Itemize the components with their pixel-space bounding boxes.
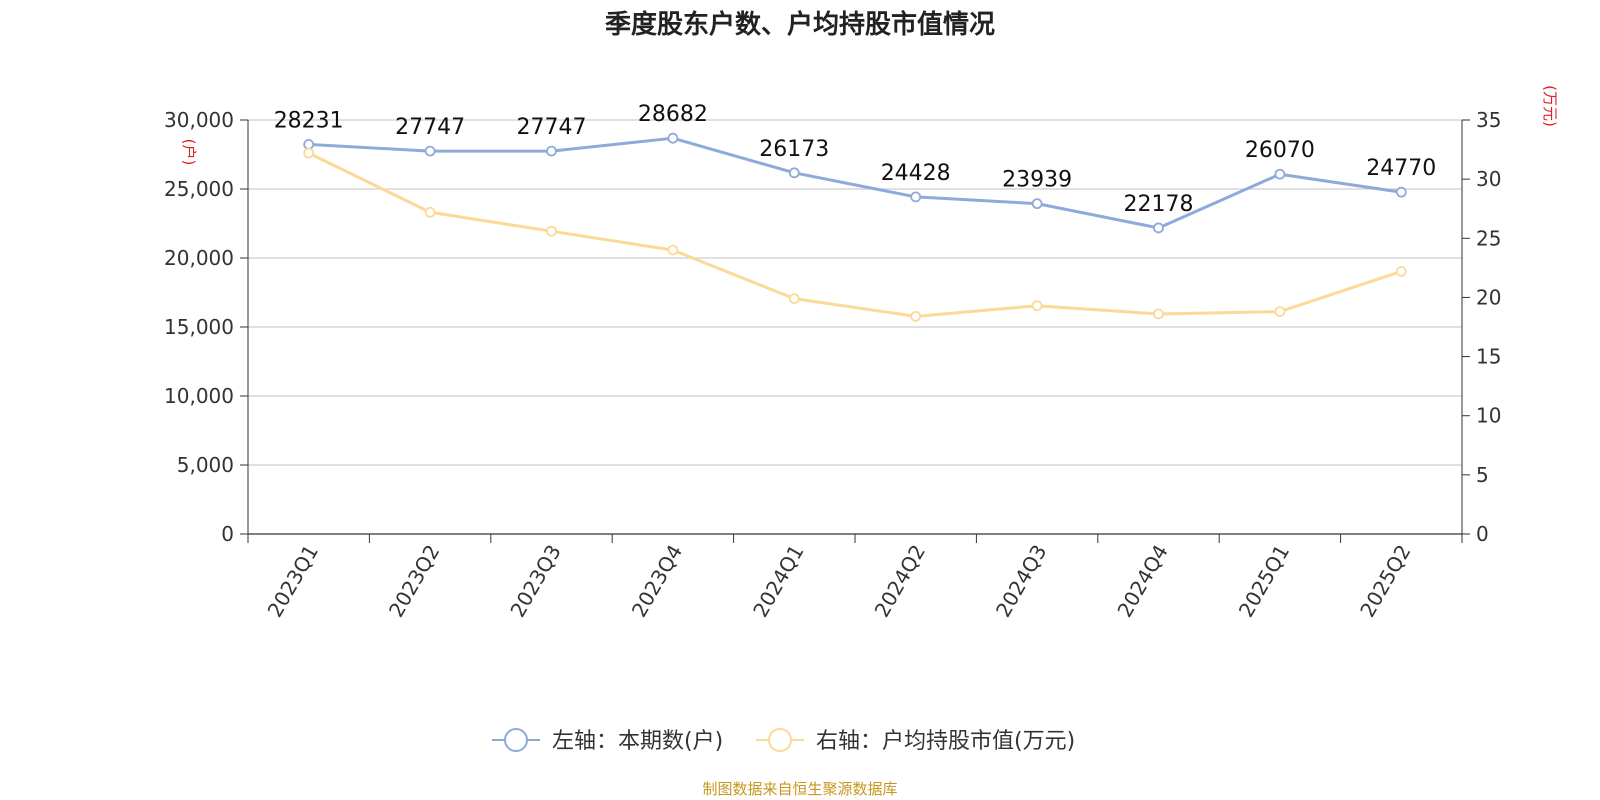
x-tick-label: 2024Q4: [1112, 541, 1172, 622]
right-axis-unit: (万元): [1541, 85, 1559, 127]
data-label: 23939: [1002, 168, 1072, 193]
left-axis-unit: (户): [180, 139, 198, 166]
x-tick-label: 2023Q4: [627, 541, 687, 622]
series-lines: [303, 132, 1407, 322]
series-1-point[interactable]: [303, 147, 315, 159]
data-label: 28682: [638, 102, 708, 127]
series-1-point[interactable]: [424, 206, 436, 218]
x-tick-label: 2023Q3: [505, 541, 565, 622]
series-line-1: [308, 151, 1402, 318]
series-0-point[interactable]: [667, 132, 679, 144]
x-tick-label: 2023Q1: [263, 541, 323, 622]
series-1-point[interactable]: [788, 293, 800, 305]
series-1-point[interactable]: [1274, 306, 1286, 318]
data-label: 28231: [274, 108, 344, 133]
series-1-point[interactable]: [667, 244, 679, 256]
series-line-0: [308, 136, 1402, 230]
legend-item-left-series[interactable]: 左轴：本期数(户): [492, 728, 723, 754]
data-label: 27747: [395, 115, 465, 140]
data-label: 24428: [881, 161, 951, 186]
right-tick-label: 0: [1476, 522, 1489, 546]
series-1-point[interactable]: [1395, 266, 1407, 277]
left-tick-label: 25,000: [164, 177, 234, 201]
series-1-point[interactable]: [546, 225, 557, 237]
data-label: 26070: [1245, 138, 1315, 163]
left-tick-label: 20,000: [164, 246, 234, 270]
left-tick-label: 5,000: [177, 453, 234, 477]
right-tick-label: 30: [1476, 167, 1501, 191]
x-tick-label: 2025Q2: [1355, 541, 1415, 622]
data-label: 22178: [1124, 192, 1194, 217]
series-0-point[interactable]: [1395, 186, 1407, 198]
series-0-point[interactable]: [546, 145, 557, 157]
left-tick-label: 10,000: [164, 384, 234, 408]
series-0-point[interactable]: [1031, 198, 1043, 210]
right-tick-label: 25: [1476, 226, 1501, 250]
grid-lines: [248, 119, 1462, 466]
x-tick-label: 2024Q2: [870, 541, 930, 622]
x-tick-label: 2024Q1: [748, 541, 808, 622]
data-source-note: 制图数据来自恒生聚源数据库: [702, 780, 897, 798]
legend-label-right-series: 右轴：户均持股市值(万元): [816, 729, 1075, 754]
right-axis-ticks: 0 5 10 15 20 25 30 35: [1462, 108, 1501, 546]
data-label: 26173: [759, 137, 829, 162]
left-tick-label: 30,000: [164, 108, 234, 132]
right-tick-label: 5: [1476, 463, 1489, 487]
legend[interactable]: 左轴：本期数(户) 右轴：户均持股市值(万元): [492, 728, 1075, 754]
data-labels: 28231 27747 27747 28682 26173 24428 23939 22178…: [274, 102, 1437, 217]
x-tick-label: 2024Q3: [991, 541, 1051, 622]
left-tick-label: 0: [221, 522, 234, 546]
chart-title: 季度股东户数、户均持股市值情况: [605, 9, 995, 40]
data-label: 27747: [517, 115, 587, 140]
right-tick-label: 35: [1476, 108, 1501, 132]
left-axis-ticks: 0 5,000 10,000 15,000 20,000 25,000 30,000: [164, 108, 248, 546]
x-tick-label: 2023Q2: [384, 541, 444, 622]
data-label: 24770: [1366, 156, 1436, 181]
series-0-point[interactable]: [303, 139, 315, 150]
series-0-point[interactable]: [910, 191, 922, 203]
series-0-point[interactable]: [1153, 222, 1164, 234]
legend-marker-icon: [504, 728, 528, 752]
series-1-point[interactable]: [1031, 300, 1043, 312]
legend-item-right-series[interactable]: 右轴：户均持股市值(万元): [756, 728, 1075, 754]
right-tick-label: 20: [1476, 285, 1501, 309]
x-tick-label: 2025Q1: [1234, 541, 1294, 622]
legend-label-left-series: 左轴：本期数(户): [552, 729, 723, 754]
left-tick-label: 15,000: [164, 315, 234, 339]
series-0-point[interactable]: [1274, 168, 1286, 180]
series-0-point[interactable]: [424, 145, 436, 157]
right-tick-label: 10: [1476, 404, 1501, 428]
series-0-point[interactable]: [788, 167, 800, 179]
right-tick-label: 15: [1476, 345, 1501, 369]
x-axis-ticks: 2023Q1 2023Q2 2023Q3 2023Q4 2024Q1 2024Q2 2024…: [247, 534, 1463, 622]
series-1-point[interactable]: [910, 310, 922, 322]
series-1-point[interactable]: [1153, 308, 1164, 320]
legend-marker-icon: [768, 728, 792, 752]
